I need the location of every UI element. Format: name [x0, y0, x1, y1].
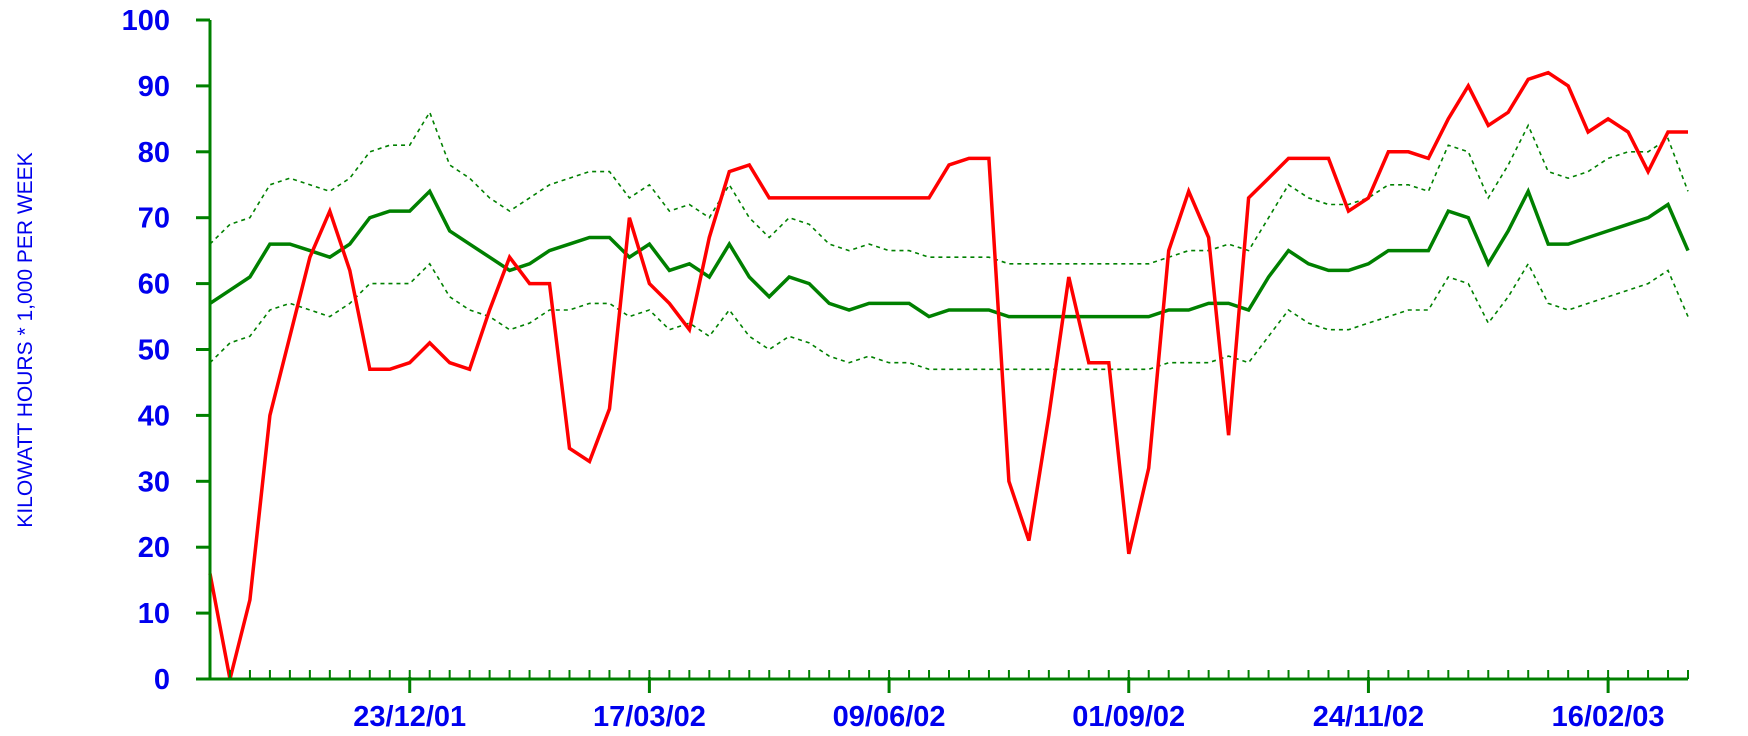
y-tick-label: 60	[138, 269, 170, 301]
x-ticks: 23/12/01 17/03/02 09/06/02 01/09/02 24/11/02…	[209, 670, 1689, 733]
x-tick-label: 09/06/02	[833, 701, 946, 733]
actual-line	[208, 70, 1688, 680]
x-tick-label: 23/12/01	[353, 701, 466, 733]
y-axis-label: KILOWATT HOURS * 1,000 PER WEEK	[14, 152, 37, 527]
lower-band-line	[209, 262, 1689, 371]
y-tick-label: 40	[138, 400, 170, 432]
y-tick-label: 100	[122, 5, 170, 37]
y-tick-label: 90	[138, 71, 170, 103]
y-ticks: 0 10 20 30 40 50 60 70 80 90 100	[122, 5, 210, 696]
x-tick-label: 16/02/03	[1552, 701, 1665, 733]
y-tick-label: 70	[138, 203, 170, 235]
upper-band-line	[209, 110, 1689, 265]
confidence-band	[209, 110, 1689, 371]
y-tick-label: 0	[154, 664, 170, 696]
axes	[208, 20, 1688, 681]
y-tick-label: 10	[138, 598, 170, 630]
x-tick-label: 24/11/02	[1313, 701, 1424, 733]
y-tick-label: 80	[138, 137, 170, 169]
average-line	[209, 186, 1690, 319]
x-tick-label: 17/03/02	[593, 701, 706, 733]
y-tick-label: 20	[138, 532, 170, 564]
series-lines	[208, 70, 1690, 680]
y-tick-label: 50	[138, 335, 170, 367]
y-tick-label: 30	[138, 466, 170, 498]
x-tick-label: 01/09/02	[1072, 701, 1185, 733]
